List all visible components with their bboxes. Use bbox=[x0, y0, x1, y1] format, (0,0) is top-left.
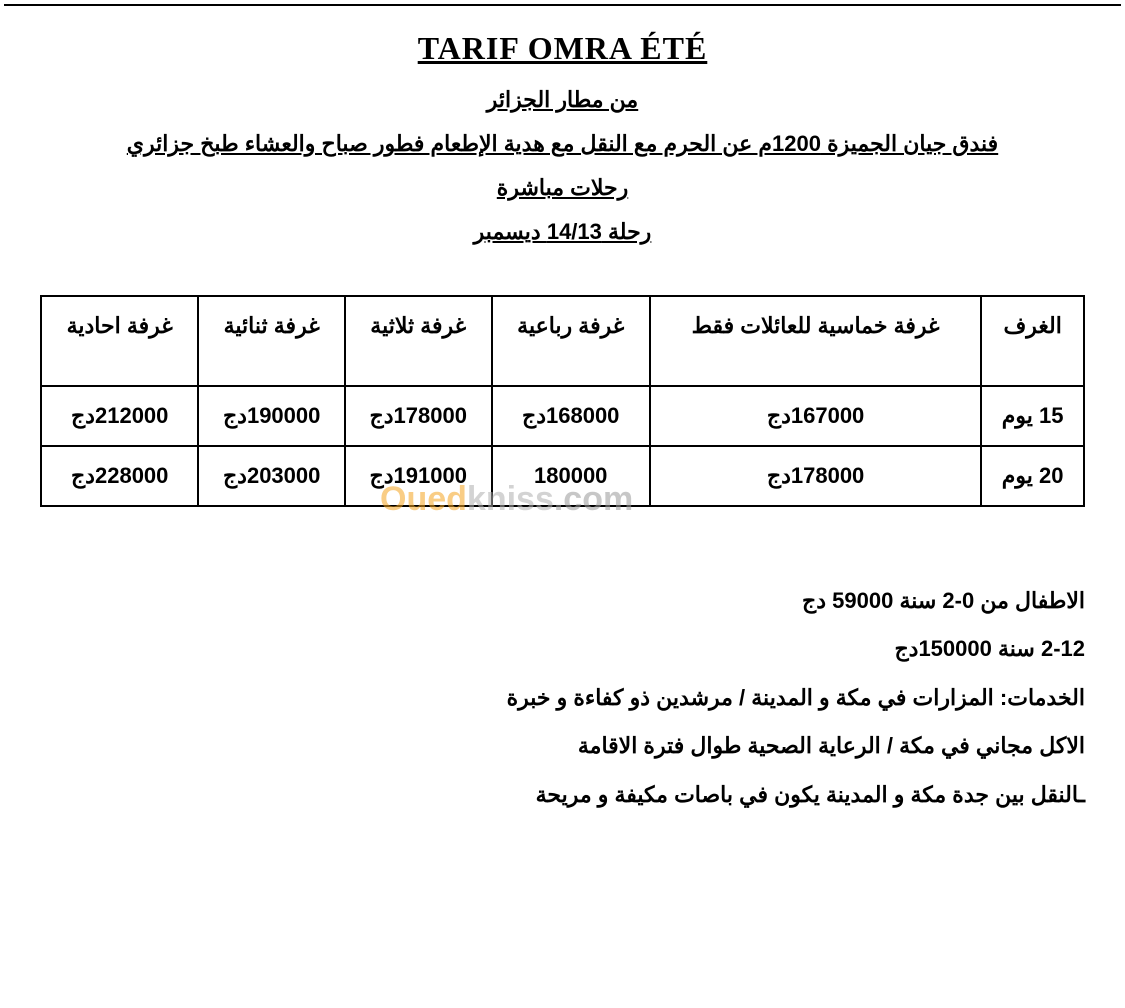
page-border bbox=[4, 4, 1121, 1004]
